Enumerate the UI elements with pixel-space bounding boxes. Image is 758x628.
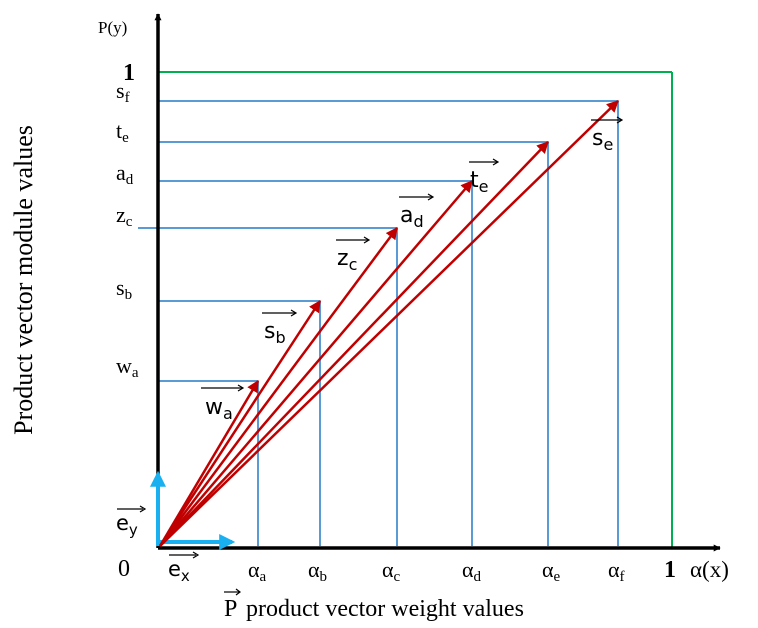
svg-text:te: te — [470, 168, 488, 196]
vector-arrow-sf — [159, 100, 619, 547]
y-tick-label-wa: wa — [116, 353, 139, 381]
x-axis-labels: αa αb αc αd αe αf — [248, 557, 625, 585]
x-axis-title-symbol: P — [224, 596, 237, 622]
y-axis-labels: wa sb zc ad te sf — [116, 78, 139, 381]
vector-arrow-wa — [158, 379, 260, 547]
unit-boundary — [158, 71, 673, 548]
vector-label-ad: ad — [399, 193, 435, 231]
y-tick-label-ad: ad — [116, 160, 134, 188]
vector-label-se: se — [591, 116, 624, 154]
vector-label-te: te — [469, 158, 500, 196]
vector-arrow-sb — [158, 299, 322, 547]
projection-lines — [138, 100, 619, 546]
y-tick-label-sf: sf — [116, 78, 130, 106]
unit-label-y: 1 — [123, 60, 135, 86]
y-tick-label-zc: zc — [116, 202, 133, 230]
vector-arrow-te — [159, 141, 549, 547]
svg-text:sb: sb — [264, 319, 286, 347]
y-tick-label-te: te — [116, 118, 129, 146]
x-tick-label-alpha-a: αa — [248, 557, 267, 585]
y-tick-label-sb: sb — [116, 275, 132, 303]
origin-label: 0 — [118, 556, 130, 582]
svg-text:se: se — [592, 126, 613, 154]
x-tick-label-alpha-b: αb — [308, 557, 327, 585]
unit-label-x: 1 — [664, 557, 676, 583]
svg-text:ad: ad — [400, 203, 424, 231]
y-axis-end-label: P(y) — [98, 18, 127, 37]
x-axis-title-group: P product vector weight values — [224, 588, 524, 622]
y-axis-title: Product vector module values — [9, 125, 38, 435]
x-tick-label-alpha-c: αc — [382, 557, 401, 585]
svg-text:wa: wa — [205, 395, 233, 423]
x-tick-label-alpha-e: αe — [542, 557, 561, 585]
svg-text:ey: ey — [116, 511, 138, 539]
svg-text:ex: ex — [168, 557, 190, 585]
x-tick-label-alpha-f: αf — [608, 557, 625, 585]
vector-arrow-ad — [159, 180, 473, 547]
vector-label-zc: zc — [336, 236, 371, 274]
vector-labels: wa sb zc ad te se — [201, 116, 624, 423]
x-axis-end-label: α(x) — [690, 557, 729, 582]
vector-label-wa: wa — [201, 384, 245, 423]
vector-label-sb: sb — [262, 309, 298, 347]
basis-label-y: ey — [116, 505, 147, 539]
basis-label-x: ex — [168, 551, 200, 585]
x-axis-title: product vector weight values — [246, 596, 524, 622]
vector-arrow-zc — [158, 227, 399, 547]
svg-text:zc: zc — [337, 246, 357, 274]
x-tick-label-alpha-d: αd — [462, 557, 482, 585]
product-vectors — [158, 100, 619, 547]
